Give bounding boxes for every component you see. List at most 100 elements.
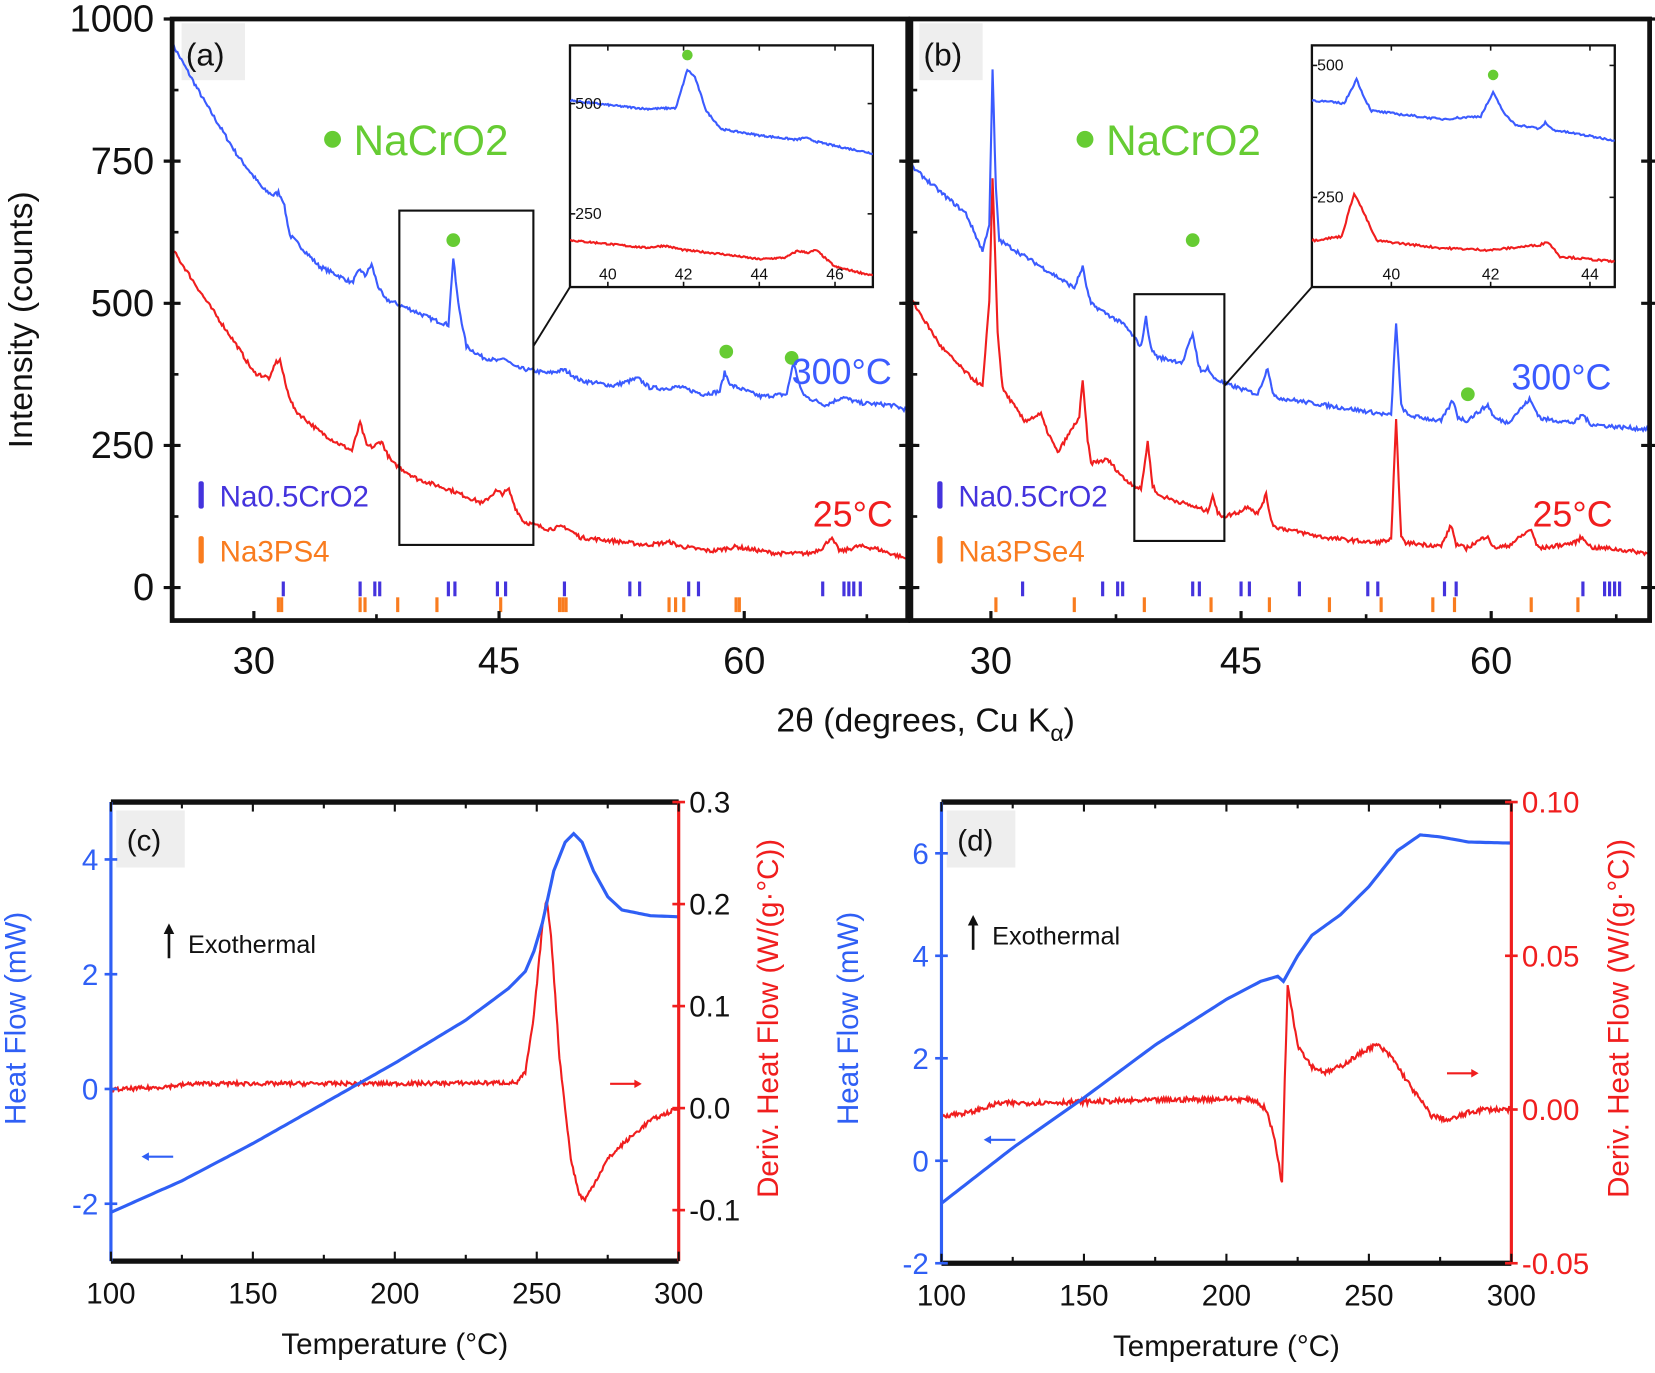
nacro2-marker (784, 351, 799, 365)
y-tick-label: 0 (133, 567, 154, 609)
x-tick-label: 150 (228, 1277, 277, 1310)
y-tick-label: 750 (91, 141, 154, 183)
y-right-tick-label: 0.1 (689, 991, 730, 1024)
series-line-300C (910, 69, 1650, 433)
inset-b: 40 42 44 250 500 (1310, 44, 1616, 289)
left-axis-arrowhead-icon (983, 1135, 992, 1144)
exothermal-label: Exothermal (992, 923, 1120, 951)
x-tick-label: 100 (917, 1279, 966, 1312)
inset-a: 40 42 44 46 250 500 (568, 44, 875, 289)
panel-label: (a) (186, 36, 225, 72)
y-right-tick-label: -0.05 (1522, 1248, 1589, 1281)
panel-c: (c) 100 150 200 250 300 -2 0 2 4 -0.1 0.0 0.1 0.2 0.3 H… (0, 787, 785, 1361)
legend-reference-swatch (198, 481, 204, 509)
inset-x-tick-label: 40 (1383, 267, 1401, 284)
x-tick-label: 60 (1470, 640, 1512, 682)
y-left-tick-label: 2 (82, 959, 98, 992)
inset-y-tick-label: 250 (1317, 190, 1344, 207)
inset-x-tick-label: 42 (1482, 267, 1500, 284)
inset-series-line-25C (569, 239, 873, 277)
zoom-box (398, 209, 535, 546)
legend-reference-swatch (937, 536, 943, 564)
y-right-tick-label: 0.05 (1522, 940, 1579, 973)
y-right-tick-label: -0.1 (689, 1195, 740, 1228)
y-left-tick-label: -2 (903, 1248, 929, 1281)
inset-y-tick-label: 500 (1317, 58, 1344, 75)
series-line-heat-flow (110, 831, 679, 1214)
inset-series-group (1311, 76, 1615, 264)
panel-label-background (181, 23, 245, 81)
x-tick-label: 60 (723, 640, 765, 682)
y-left-tick-label: 0 (912, 1145, 928, 1178)
series-label-25C: 25°C (813, 495, 893, 535)
panel-label: (c) (127, 825, 161, 858)
nacro2-marker (1460, 387, 1475, 402)
y-left-axis-label: Heat Flow (mW) (0, 912, 32, 1125)
zoom-connector-line (1223, 286, 1313, 387)
x-tick-label: 250 (1344, 1279, 1393, 1312)
x-tick-label: 200 (1202, 1279, 1251, 1312)
inset-x-tick-label: 46 (826, 267, 844, 284)
exothermal-arrowhead-icon (163, 923, 175, 934)
series-line-25C (172, 246, 908, 561)
y-left-axis-label: Heat Flow (mW) (832, 912, 865, 1125)
y-right-tick-label: 0.2 (689, 889, 730, 922)
xrd-y-axis-label: Intensity (counts) (2, 191, 40, 448)
series-group (172, 42, 908, 561)
y-right-tick-label: 0.3 (689, 787, 730, 820)
xrd-x-axis-label: 2θ (degrees, Cu Kα) (776, 701, 1075, 745)
series-label-300C: 300°C (1511, 357, 1611, 397)
right-axis-arrowhead-icon (1471, 1069, 1479, 1078)
x-tick-label: 100 (86, 1277, 135, 1310)
series-line-deriv-heat-flow (110, 897, 679, 1203)
inset-y-tick-label: 250 (575, 206, 602, 223)
plot-frame (908, 16, 1652, 623)
inset-x-tick-label: 40 (599, 267, 617, 284)
zoom-box (1133, 293, 1226, 542)
y-left-tick-label: 0 (82, 1074, 98, 1107)
panel-d: (d) 100 150 200 250 300 -2 0 2 4 6 -0.05 0.00 0.05 0.1… (832, 787, 1635, 1364)
legend-reference-swatch (937, 481, 943, 509)
series-line-deriv-heat-flow (941, 984, 1512, 1183)
nacro2-marker (446, 233, 461, 248)
x-tick-label: 45 (1220, 640, 1262, 682)
inset-frame (1310, 44, 1616, 289)
legend-nacro2-dot (1076, 130, 1094, 148)
y-tick-label: 250 (91, 425, 154, 467)
y-left-tick-label: 6 (912, 838, 928, 871)
nacro2-marker (719, 344, 734, 359)
plot-frame (169, 16, 911, 623)
panel-label-background (946, 810, 1016, 868)
left-axis-arrowhead-icon (141, 1152, 149, 1161)
inset-series-line-25C (1311, 191, 1615, 264)
legend-nacro2-dot (324, 130, 341, 148)
xrd-x-axis-label-text: 2θ (degrees, Cu Kα) (776, 701, 1075, 745)
x-tick-label: 30 (970, 640, 1012, 682)
zoom-connector-line (532, 286, 571, 347)
series-label-25C: 25°C (1532, 495, 1612, 535)
series-line-heat-flow (941, 833, 1512, 1205)
legend-reference-label: Na3PS4 (220, 535, 330, 568)
legend-reference-label: Na0.5CrO2 (958, 481, 1107, 514)
inset-series-line-300C (569, 68, 873, 156)
panel-label-background (919, 23, 983, 81)
x-tick-label: 30 (233, 640, 275, 682)
panel-a: (a) NaCrO2 300°C 25°C Na0.5CrO2 Na3PS4 0 250 500… (70, 0, 917, 682)
nacro2-marker (1185, 233, 1200, 248)
panel-label: (b) (924, 36, 963, 72)
x-tick-label: 250 (512, 1277, 561, 1310)
series-label-300C: 300°C (792, 352, 892, 392)
y-right-tick-label: 0.00 (1522, 1094, 1579, 1127)
x-tick-label: 45 (478, 640, 520, 682)
y-left-tick-label: 2 (912, 1043, 928, 1076)
y-right-axis-label: Deriv. Heat Flow (W/(g·°C)) (752, 839, 785, 1198)
y-right-tick-label: 0.0 (689, 1093, 730, 1126)
y-left-tick-label: 4 (912, 940, 928, 973)
x-tick-label: 200 (370, 1277, 419, 1310)
exothermal-arrowhead-icon (967, 914, 979, 926)
inset-nacro2-marker (1487, 69, 1499, 81)
y-left-tick-label: -2 (72, 1188, 98, 1221)
panel-label-background (116, 810, 185, 868)
series-line-300C (172, 42, 908, 414)
